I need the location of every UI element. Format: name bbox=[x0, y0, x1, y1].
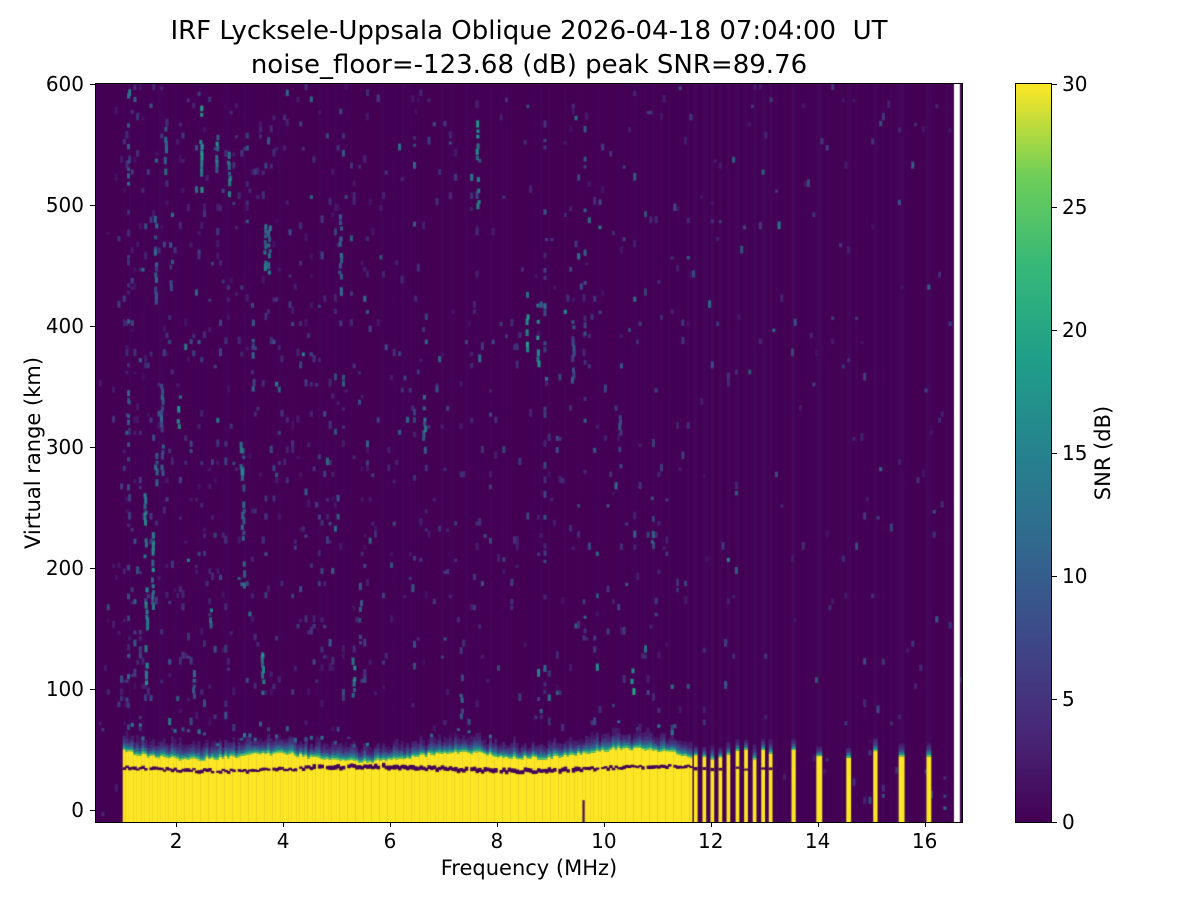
x-tick-label: 12 bbox=[698, 829, 724, 853]
colorbar-tick-label: 30 bbox=[1062, 72, 1088, 96]
colorbar-tick-label: 15 bbox=[1062, 441, 1088, 465]
x-tick-mark bbox=[176, 822, 178, 827]
x-tick-mark bbox=[710, 822, 712, 827]
y-tick-mark bbox=[90, 204, 95, 206]
x-tick-label: 6 bbox=[383, 829, 397, 853]
x-tick-label: 10 bbox=[591, 829, 617, 853]
y-tick-mark bbox=[90, 84, 95, 85]
y-tick-label: 600 bbox=[45, 72, 84, 96]
x-axis-label: Frequency (MHz) bbox=[440, 856, 618, 880]
x-tick-mark bbox=[390, 822, 391, 827]
x-tick-label: 8 bbox=[490, 829, 504, 853]
y-tick-label: 500 bbox=[45, 192, 84, 217]
x-tick-mark bbox=[603, 822, 605, 827]
colorbar-tick-label: 25 bbox=[1062, 195, 1088, 219]
x-tick-label: 14 bbox=[804, 829, 831, 853]
colorbar-tick-mark bbox=[1052, 207, 1057, 208]
colorbar-tick-mark bbox=[1052, 822, 1057, 823]
y-tick-mark bbox=[90, 809, 95, 811]
y-tick-mark bbox=[90, 567, 95, 569]
y-tick-mark bbox=[90, 446, 95, 448]
colorbar-tick-label: 20 bbox=[1062, 318, 1088, 342]
colorbar-tick-mark bbox=[1052, 453, 1057, 454]
colorbar-label: SNR (dB) bbox=[1091, 405, 1115, 501]
y-tick-label: 300 bbox=[45, 434, 84, 459]
x-tick-label: 4 bbox=[276, 829, 290, 853]
chart-title: IRF Lycksele-Uppsala Oblique 2026-04-18 … bbox=[170, 16, 888, 46]
colorbar-tick-mark bbox=[1052, 576, 1057, 577]
x-tick-mark bbox=[283, 822, 285, 827]
x-tick-mark bbox=[496, 822, 498, 827]
colorbar-tick-label: 10 bbox=[1062, 564, 1088, 588]
colorbar bbox=[1015, 83, 1052, 823]
colorbar-tick-mark bbox=[1052, 699, 1057, 700]
colorbar-tick-label: 5 bbox=[1062, 687, 1075, 711]
heatmap-plot-area bbox=[95, 83, 963, 823]
y-tick-label: 200 bbox=[45, 555, 84, 580]
colorbar-tick-mark bbox=[1052, 84, 1057, 85]
y-tick-mark bbox=[90, 325, 95, 327]
x-tick-label: 16 bbox=[911, 829, 938, 853]
chart-subtitle: noise_floor=-123.68 (dB) peak SNR=89.76 bbox=[250, 50, 808, 80]
y-tick-label: 0 bbox=[71, 797, 84, 822]
x-tick-mark bbox=[924, 822, 926, 827]
y-tick-mark bbox=[90, 688, 95, 690]
colorbar-tick-label: 0 bbox=[1062, 810, 1075, 834]
y-tick-label: 400 bbox=[45, 313, 84, 338]
heatmap-canvas bbox=[96, 84, 962, 822]
y-tick-label: 100 bbox=[45, 676, 84, 701]
colorbar-tick-mark bbox=[1052, 330, 1057, 331]
x-tick-label: 2 bbox=[169, 829, 183, 853]
x-tick-mark bbox=[817, 822, 819, 827]
